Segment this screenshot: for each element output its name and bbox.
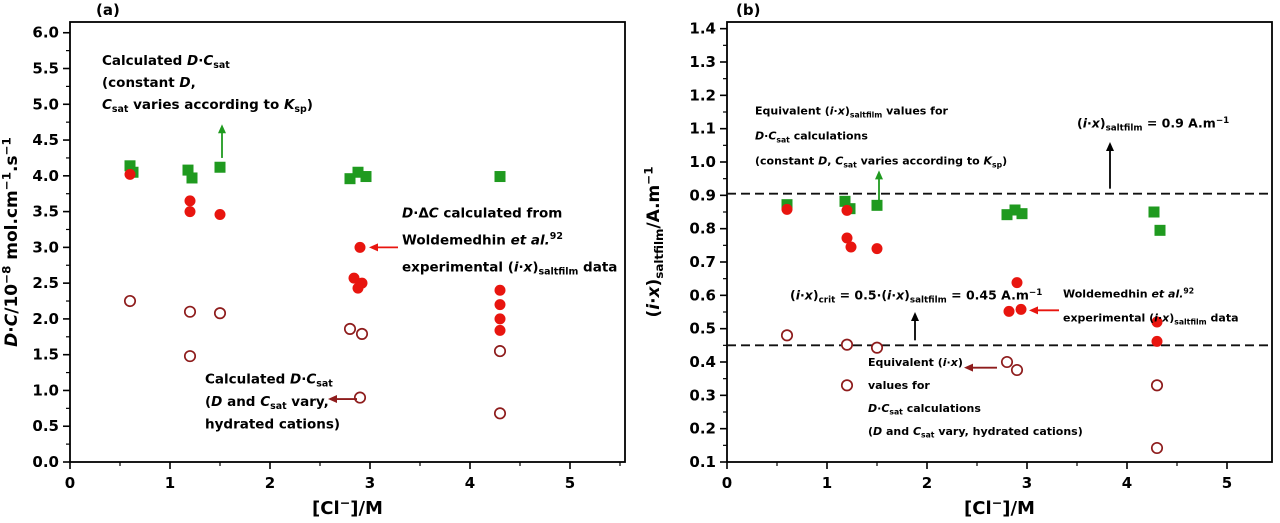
annotation-text: (D and Csat vary, hydrated cations)	[868, 425, 1083, 440]
svg-text:3.0: 3.0	[32, 238, 59, 256]
series-equivalent-ix-values-DCsat-hydrated	[780, 329, 1164, 455]
svg-text:1.0: 1.0	[689, 153, 716, 171]
x-axis-label: [Cl−]/M	[964, 495, 1035, 519]
annotation-text: experimental (i·x)saltfilm data	[402, 259, 617, 277]
svg-text:0: 0	[722, 474, 732, 492]
annotation-text: D·ΔC calculated from	[402, 205, 562, 221]
svg-text:0.6: 0.6	[689, 286, 716, 304]
panel-label: (a)	[96, 1, 120, 19]
svg-text:1: 1	[165, 474, 175, 492]
figure-panel-a: (a) 0 1 2 3 4 5 0.0 0.5 1.0 1.5 2.0 2.5 3.0 3.5 4.0 4.5 5…	[0, 1, 626, 519]
panel-b-chart: (b) 0 1 2 3 4 5 0.1 0.2 0.3 0.4 0.5 0.6 0.7 0.8 0.9 1.0 1…	[642, 1, 1273, 519]
svg-text:0.8: 0.8	[689, 220, 716, 238]
annotation-text: Calculated D·Csat	[102, 53, 230, 71]
series-calculated-DCsat-constant-D	[124, 160, 506, 185]
annotation-text: experimental (i·x)saltfilm data	[1063, 312, 1239, 327]
svg-text:1.3: 1.3	[689, 53, 716, 71]
svg-text:3: 3	[1022, 474, 1032, 492]
annotation-text: Equivalent (i·x)saltfilm values for	[755, 105, 949, 120]
annotation-text: Calculated D·Csat	[205, 371, 333, 389]
annotation-text: values for	[868, 379, 930, 392]
svg-text:1.0: 1.0	[32, 381, 59, 399]
series-equivalent-ix-saltfilm-DCsat-constant-D	[781, 195, 1166, 236]
annotation-text: Equivalent (i·x)	[868, 356, 963, 369]
svg-text:4: 4	[465, 474, 475, 492]
annotation-text: (i·x)crit = 0.5·(i·x)saltfilm = 0.45 A.m…	[790, 288, 1042, 306]
series-woldemedhin-experimental-ix-saltfilm	[781, 203, 1163, 347]
svg-text:1.1: 1.1	[689, 120, 716, 138]
annotation-text: (i·x)saltfilm = 0.9 A.m−1	[1077, 116, 1229, 134]
svg-text:2: 2	[265, 474, 275, 492]
svg-text:5.0: 5.0	[32, 95, 59, 113]
svg-text:4.5: 4.5	[32, 131, 59, 149]
svg-text:4.0: 4.0	[32, 167, 59, 185]
figure-panel-b: (b) 0 1 2 3 4 5 0.1 0.2 0.3 0.4 0.5 0.6 0.7 0.8 0.9 1.0 1…	[640, 0, 1280, 523]
panel-a-chart: (a) 0 1 2 3 4 5 0.0 0.5 1.0 1.5 2.0 2.5 3.0 3.5 4.0 4.5 5…	[0, 1, 626, 519]
svg-text:0: 0	[65, 474, 75, 492]
annotation-text: hydrated cations)	[205, 416, 340, 432]
annotation-text: Woldemedhin et al.92	[1063, 286, 1194, 300]
svg-text:1.2: 1.2	[689, 86, 716, 104]
svg-text:3.5: 3.5	[32, 203, 59, 221]
svg-text:5.5: 5.5	[32, 60, 59, 78]
svg-text:0.9: 0.9	[689, 186, 716, 204]
y-axis-label: (i·x)saltfilm/A.m−1	[642, 166, 667, 317]
svg-text:0.0: 0.0	[32, 453, 59, 471]
svg-text:5: 5	[565, 474, 575, 492]
svg-text:0.3: 0.3	[689, 386, 716, 404]
svg-text:4: 4	[1122, 474, 1132, 492]
series-calculated-DCsat-hydrated-cations	[123, 294, 507, 420]
series-D-deltaC-from-experimental-data	[124, 168, 506, 336]
svg-text:1.5: 1.5	[32, 346, 59, 364]
svg-text:0.5: 0.5	[32, 417, 59, 435]
svg-text:6.0: 6.0	[32, 24, 59, 42]
svg-text:2: 2	[922, 474, 932, 492]
svg-text:3: 3	[365, 474, 375, 492]
svg-text:0.2: 0.2	[689, 420, 716, 438]
svg-text:0.5: 0.5	[689, 320, 716, 338]
svg-text:1.4: 1.4	[689, 20, 716, 38]
svg-text:5: 5	[1222, 474, 1232, 492]
svg-text:0.7: 0.7	[689, 253, 716, 271]
svg-text:2.0: 2.0	[32, 310, 59, 328]
svg-text:2.5: 2.5	[32, 274, 59, 292]
panel-label: (b)	[736, 1, 760, 19]
annotation-text: (D and Csat vary,	[205, 394, 329, 412]
y-axis-label: D·C/10−8 mol.cm−1.s−1	[0, 137, 22, 347]
annotation-text: (constant D, Csat varies according to Ks…	[755, 155, 1007, 170]
svg-text:0.1: 0.1	[689, 453, 716, 471]
svg-text:1: 1	[822, 474, 832, 492]
annotation-text: Csat varies according to Ksp)	[102, 97, 313, 115]
annotation-text: D·Csat calculations	[755, 130, 868, 145]
annotation-text: D·Csat calculations	[868, 402, 981, 417]
svg-text:0.4: 0.4	[689, 353, 716, 371]
annotation-text: Woldemedhin et al.92	[402, 231, 563, 248]
x-axis-label: [Cl−]/M	[312, 495, 383, 519]
annotation-text: (constant D,	[102, 75, 196, 91]
